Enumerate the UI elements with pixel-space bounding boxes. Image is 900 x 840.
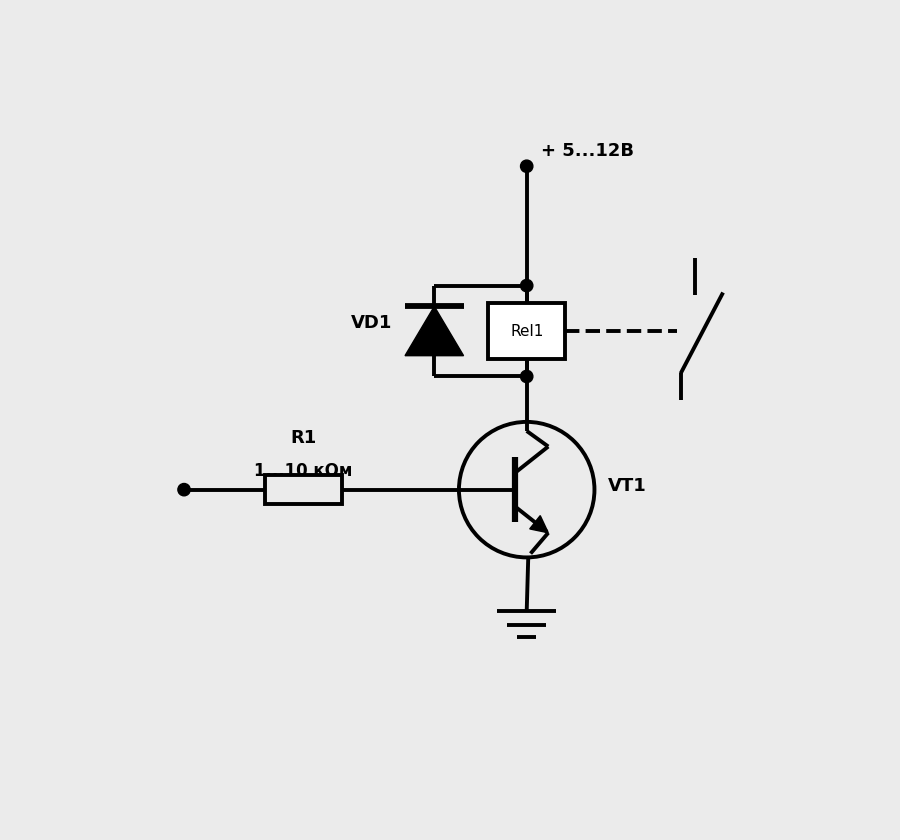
Bar (265, 475, 342, 504)
Polygon shape (405, 307, 464, 355)
Polygon shape (530, 516, 548, 533)
Circle shape (520, 370, 533, 382)
Circle shape (520, 280, 533, 291)
Text: Rel1: Rel1 (510, 323, 544, 339)
Text: R1: R1 (291, 429, 317, 447)
Circle shape (520, 160, 533, 172)
Circle shape (178, 484, 190, 496)
Text: VD1: VD1 (351, 314, 392, 333)
Text: 1...10 кОм: 1...10 кОм (254, 462, 353, 480)
Bar (488, 303, 565, 359)
Text: VT1: VT1 (608, 477, 647, 495)
Text: + 5...12В: + 5...12В (541, 142, 634, 160)
